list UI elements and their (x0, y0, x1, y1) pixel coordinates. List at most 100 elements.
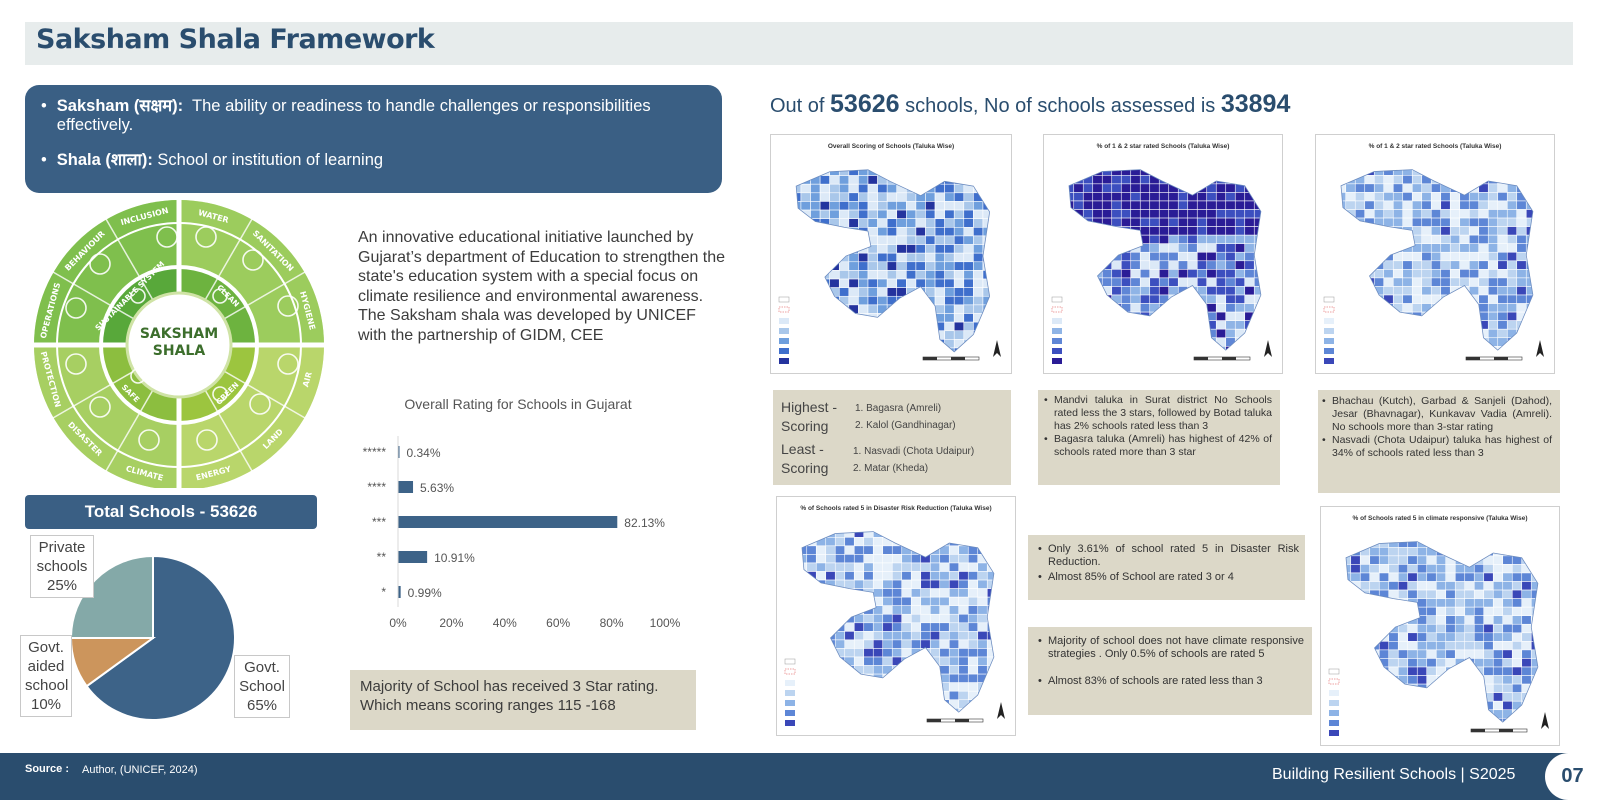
map-region (997, 691, 1007, 700)
map-region (1492, 666, 1504, 676)
map-region (1341, 251, 1347, 262)
map-region (986, 596, 994, 606)
map-region (829, 295, 840, 306)
map-region (963, 330, 974, 340)
map-region (810, 270, 821, 280)
map-region (873, 717, 883, 726)
map-region (829, 209, 840, 219)
map-region (1187, 328, 1198, 339)
map-region (967, 596, 979, 606)
map-region (1369, 666, 1380, 676)
map-region (1178, 355, 1188, 364)
map-region (877, 227, 888, 237)
map-region (1149, 251, 1160, 262)
map-region (796, 227, 802, 237)
map-region (1373, 209, 1385, 219)
map-region (1092, 251, 1103, 262)
map-region (858, 287, 869, 297)
map-region (1177, 320, 1189, 330)
map-region (901, 665, 912, 675)
map-region (901, 673, 912, 683)
map-region (858, 357, 868, 366)
map-region (915, 244, 926, 254)
map-region (1149, 320, 1160, 330)
pie-label-line: 25% (46, 577, 78, 594)
map-region (953, 244, 965, 254)
map-region (838, 295, 850, 306)
total-schools-count: 53626 (830, 90, 900, 118)
map-region (1450, 355, 1460, 364)
map-region (1392, 311, 1404, 321)
map-region (1341, 260, 1347, 270)
map-region (953, 295, 965, 306)
map-region (1253, 175, 1261, 185)
map-region (834, 545, 846, 555)
map-region (1392, 217, 1404, 227)
map-region (1350, 541, 1361, 548)
map-region (1445, 692, 1456, 702)
map-region (1445, 641, 1456, 651)
map-region (886, 209, 898, 219)
map-region (1168, 346, 1179, 351)
map-region (920, 596, 931, 606)
map-region (1139, 277, 1151, 287)
map-region (872, 545, 884, 555)
map-region (1487, 328, 1499, 339)
note-item: Almost 83% of schools are rated less tha… (1036, 675, 1304, 688)
map-region (1383, 346, 1394, 351)
map-region (1435, 692, 1447, 702)
map-region (1369, 700, 1380, 711)
map-region (825, 562, 836, 572)
map-region (1383, 243, 1394, 253)
x-tick-label: 100% (650, 616, 681, 630)
map-region (1411, 320, 1423, 330)
map-region (1502, 589, 1513, 599)
map-region (973, 244, 984, 254)
map-region (1244, 294, 1255, 304)
map-region (853, 690, 865, 701)
map-region (1449, 251, 1461, 262)
map-region (800, 278, 811, 288)
map-region (1383, 209, 1394, 219)
map-region (1369, 572, 1380, 582)
disaster-icon (89, 396, 111, 418)
map-region (1468, 175, 1480, 185)
map-region (1149, 286, 1160, 296)
map-region (1492, 623, 1504, 634)
map-region (1139, 269, 1151, 279)
map-region (1345, 286, 1356, 296)
map-region (1478, 260, 1489, 270)
map-region (929, 622, 941, 632)
map-region (1449, 311, 1461, 321)
map-region (901, 571, 912, 581)
map-region (1360, 727, 1370, 736)
map-region (838, 313, 850, 323)
map-region (886, 261, 898, 271)
map-region (1388, 615, 1399, 625)
map-region (1373, 328, 1385, 339)
map-region (1215, 346, 1227, 351)
map-region (1511, 615, 1523, 625)
map-region (1264, 218, 1274, 227)
map-region (986, 648, 994, 658)
map-region (1369, 581, 1380, 591)
wheel-center-line-1: SAKSHAM (140, 326, 218, 342)
map-region (1502, 641, 1513, 651)
map-region (944, 261, 955, 271)
map-region (1350, 572, 1361, 582)
map-region (1354, 183, 1366, 193)
map-region (1215, 260, 1227, 270)
map-region (1069, 286, 1075, 296)
map-region (1536, 192, 1546, 201)
map-region (1454, 572, 1466, 582)
map-region (901, 562, 912, 572)
map-region (1225, 226, 1236, 236)
map-region (811, 357, 821, 366)
map-region (806, 622, 817, 632)
map-region (825, 699, 836, 709)
map-region (944, 192, 955, 202)
map-region (944, 278, 955, 288)
map-region (829, 244, 840, 254)
map-region (1111, 226, 1122, 236)
map-region (1397, 581, 1409, 591)
